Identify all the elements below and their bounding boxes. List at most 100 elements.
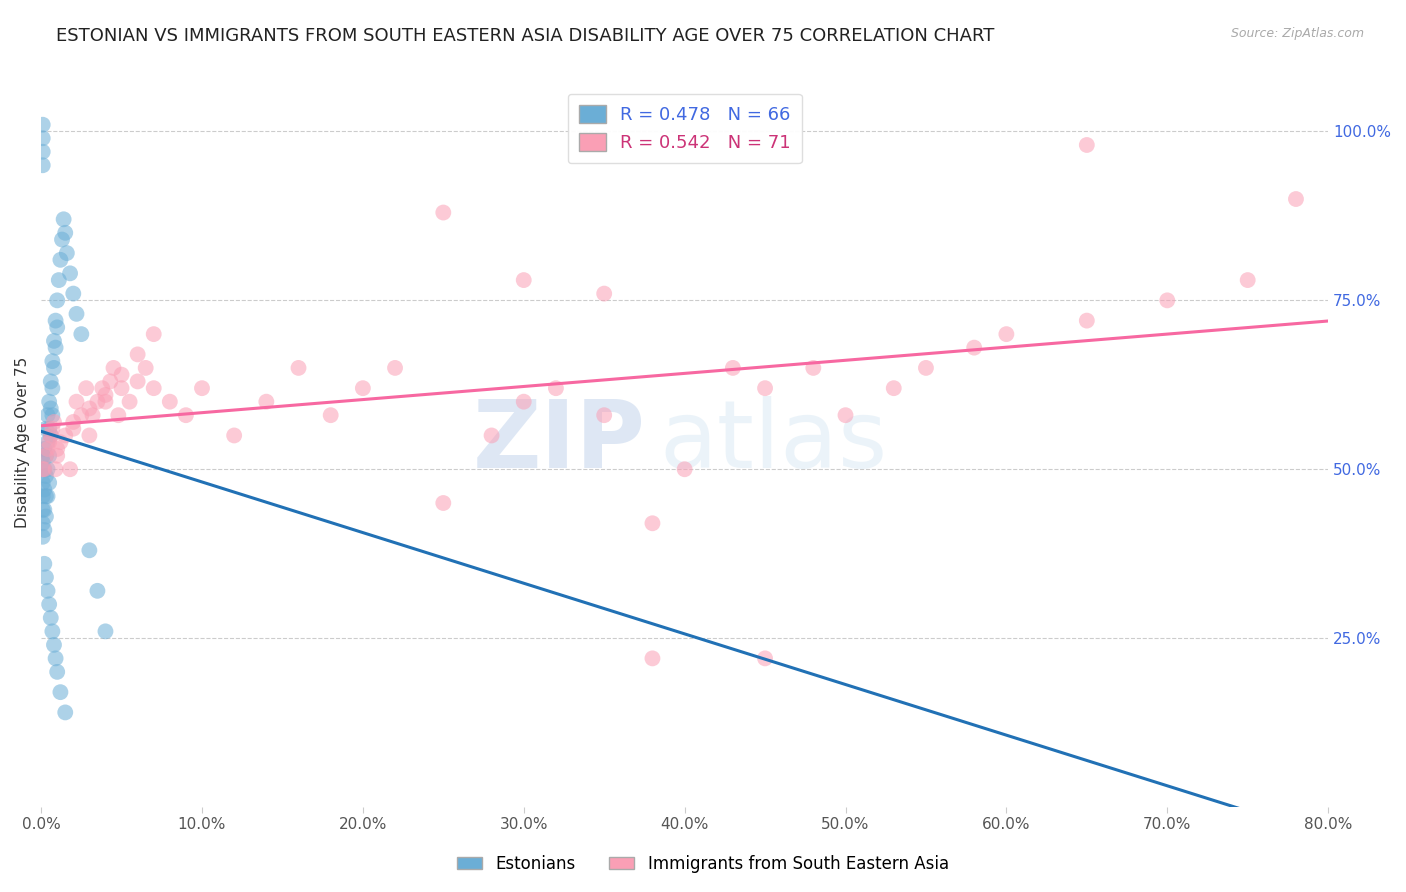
Point bbox=[31, 118, 53, 132]
Point bbox=[38, 422, 60, 436]
Point bbox=[191, 381, 214, 395]
Point bbox=[107, 408, 129, 422]
Point bbox=[35, 489, 58, 503]
Point bbox=[46, 449, 69, 463]
Point bbox=[352, 381, 374, 395]
Point bbox=[45, 313, 67, 327]
Point bbox=[49, 252, 72, 267]
Point bbox=[51, 233, 73, 247]
Point bbox=[1285, 192, 1308, 206]
Point bbox=[86, 583, 108, 598]
Point bbox=[65, 307, 87, 321]
Text: ESTONIAN VS IMMIGRANTS FROM SOUTH EASTERN ASIA DISABILITY AGE OVER 75 CORRELATIO: ESTONIAN VS IMMIGRANTS FROM SOUTH EASTER… bbox=[56, 27, 994, 45]
Point bbox=[38, 475, 60, 490]
Point bbox=[801, 360, 824, 375]
Point bbox=[37, 435, 59, 450]
Point bbox=[46, 665, 69, 679]
Point bbox=[34, 462, 56, 476]
Point bbox=[42, 360, 65, 375]
Point bbox=[34, 442, 56, 456]
Point bbox=[62, 286, 84, 301]
Point bbox=[70, 408, 93, 422]
Point bbox=[103, 360, 125, 375]
Point bbox=[721, 360, 744, 375]
Point bbox=[38, 435, 60, 450]
Point bbox=[91, 381, 114, 395]
Point bbox=[1076, 138, 1098, 153]
Point bbox=[35, 469, 58, 483]
Point bbox=[34, 502, 56, 516]
Point bbox=[1156, 293, 1178, 308]
Point bbox=[432, 496, 454, 510]
Point bbox=[79, 428, 101, 442]
Point bbox=[37, 408, 59, 422]
Point bbox=[174, 408, 197, 422]
Point bbox=[42, 415, 65, 429]
Point bbox=[41, 624, 63, 639]
Point bbox=[45, 341, 67, 355]
Point bbox=[34, 523, 56, 537]
Point bbox=[142, 327, 165, 342]
Point bbox=[544, 381, 567, 395]
Point bbox=[70, 327, 93, 342]
Y-axis label: Disability Age Over 75: Disability Age Over 75 bbox=[15, 357, 30, 528]
Point bbox=[94, 388, 117, 402]
Point bbox=[110, 368, 132, 382]
Point bbox=[35, 422, 58, 436]
Point bbox=[38, 449, 60, 463]
Point bbox=[37, 489, 59, 503]
Point bbox=[42, 638, 65, 652]
Point bbox=[963, 341, 986, 355]
Point bbox=[31, 516, 53, 531]
Point bbox=[135, 360, 157, 375]
Point bbox=[35, 449, 58, 463]
Point bbox=[915, 360, 938, 375]
Point bbox=[46, 293, 69, 308]
Point bbox=[41, 354, 63, 368]
Point bbox=[49, 435, 72, 450]
Point bbox=[56, 246, 79, 260]
Point bbox=[834, 408, 856, 422]
Point bbox=[31, 131, 53, 145]
Point bbox=[48, 273, 70, 287]
Point bbox=[754, 381, 776, 395]
Point bbox=[254, 394, 277, 409]
Point bbox=[86, 394, 108, 409]
Point bbox=[37, 442, 59, 456]
Point bbox=[883, 381, 905, 395]
Point bbox=[35, 449, 58, 463]
Point bbox=[31, 158, 53, 172]
Point bbox=[62, 422, 84, 436]
Point bbox=[37, 462, 59, 476]
Point bbox=[38, 598, 60, 612]
Point bbox=[34, 462, 56, 476]
Text: ZIP: ZIP bbox=[474, 396, 645, 488]
Point bbox=[53, 706, 76, 720]
Point bbox=[42, 334, 65, 348]
Point bbox=[31, 489, 53, 503]
Point bbox=[59, 462, 82, 476]
Point bbox=[45, 462, 67, 476]
Legend: R = 0.478   N = 66, R = 0.542   N = 71: R = 0.478 N = 66, R = 0.542 N = 71 bbox=[568, 94, 801, 163]
Point bbox=[37, 583, 59, 598]
Point bbox=[82, 408, 104, 422]
Point bbox=[46, 320, 69, 334]
Point bbox=[127, 347, 149, 361]
Point bbox=[62, 415, 84, 429]
Point bbox=[39, 401, 62, 416]
Point bbox=[513, 394, 536, 409]
Point bbox=[41, 422, 63, 436]
Point bbox=[432, 205, 454, 219]
Point bbox=[75, 381, 97, 395]
Point bbox=[59, 266, 82, 280]
Point bbox=[31, 502, 53, 516]
Point bbox=[224, 428, 246, 442]
Text: atlas: atlas bbox=[659, 396, 887, 488]
Point bbox=[673, 462, 696, 476]
Point bbox=[39, 428, 62, 442]
Point bbox=[118, 394, 141, 409]
Point bbox=[31, 462, 53, 476]
Point bbox=[159, 394, 181, 409]
Point bbox=[593, 408, 616, 422]
Point bbox=[384, 360, 406, 375]
